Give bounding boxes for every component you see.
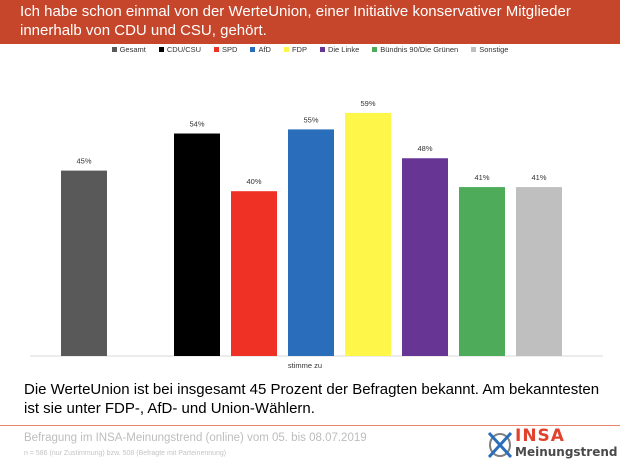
- legend-item: Gesamt: [111, 44, 146, 54]
- chart-legend: Gesamt CDU/CSU SPD AfD FDP Die Linke Bündnis 9…: [0, 42, 620, 56]
- bar-value-label: 55%: [303, 115, 318, 124]
- legend-item: Bündnis 90/Die Grünen: [372, 45, 458, 54]
- bar-value-label: 48%: [417, 144, 432, 153]
- bar-value-label: 45%: [76, 157, 91, 166]
- legend-swatch: [319, 46, 325, 52]
- legend-item: SPD: [214, 45, 237, 54]
- legend-label: SPD: [222, 44, 238, 54]
- bar-value-label: 41%: [474, 173, 489, 182]
- chart-title: Ich habe schon einmal von der WerteUnion…: [20, 3, 571, 39]
- legend-swatch: [214, 46, 220, 52]
- legend-item: FDP: [283, 44, 307, 54]
- legend-label: CDU/CSU: [166, 44, 202, 54]
- legend-swatch: [111, 46, 117, 52]
- footer-divider: [0, 425, 620, 426]
- bar-spd: [231, 191, 277, 356]
- x-axis-category-label: stimme zu: [288, 361, 322, 370]
- legend-swatch: [372, 46, 378, 52]
- logo-sub-text: Meinungstrend: [515, 445, 618, 459]
- logo-brand-text: INSA: [515, 426, 565, 446]
- bar-value-label: 41%: [531, 173, 546, 182]
- legend-swatch: [250, 46, 256, 52]
- legend-label: Die Linke: [327, 44, 360, 54]
- ballot-cross-icon: [487, 431, 513, 458]
- bar-b-ndnis-90-die-gr-nen: [459, 187, 505, 356]
- bar-gesamt: [61, 170, 107, 356]
- bar-die-linke: [402, 158, 448, 356]
- bar-cdu-csu: [174, 133, 220, 356]
- legend-label: Sonstige: [479, 44, 509, 54]
- legend-item: Die Linke: [319, 44, 360, 54]
- summary-text: Die WerteUnion ist bei insgesamt 45 Proz…: [24, 381, 600, 417]
- bar-fdp: [345, 112, 391, 356]
- bar-sonstige: [516, 187, 562, 356]
- source-text: Befragung im INSA-Meinungstrend (online)…: [24, 432, 367, 444]
- bar-value-label: 59%: [360, 99, 375, 108]
- legend-label: AfD: [258, 44, 271, 54]
- legend-item: CDU/CSU: [158, 44, 202, 54]
- insa-logo: INSA Meinungstrend: [487, 426, 619, 462]
- bar-value-label: 54%: [189, 120, 204, 129]
- legend-label: Bündnis 90/Die Grünen: [380, 44, 459, 54]
- bar-value-label: 40%: [246, 177, 261, 186]
- header-banner: Ich habe schon einmal von der WerteUnion…: [0, 0, 620, 44]
- legend-swatch: [471, 46, 477, 52]
- sample-note: n = 586 (nur Zustimmung) bzw. 508 (Befra…: [24, 450, 227, 457]
- legend-label: FDP: [291, 44, 307, 54]
- legend-swatch: [283, 46, 289, 52]
- legend-item: AfD: [250, 45, 271, 54]
- bar-afd: [288, 129, 334, 356]
- legend-item: Sonstige: [471, 45, 508, 54]
- legend-label: Gesamt: [119, 44, 146, 54]
- legend-swatch: [158, 46, 164, 52]
